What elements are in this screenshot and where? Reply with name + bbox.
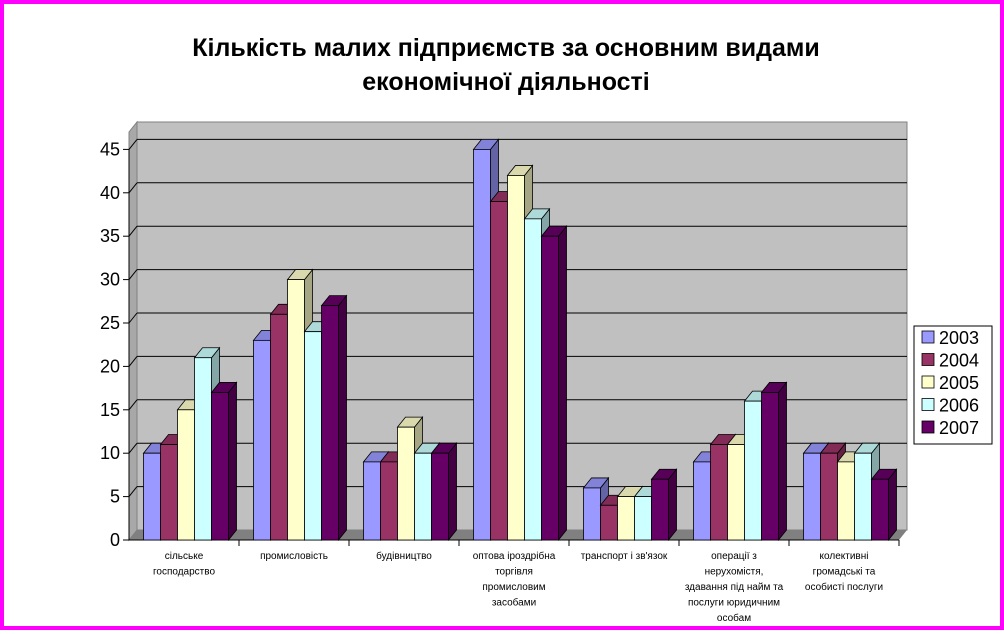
- bar-2004-4: [600, 504, 618, 541]
- bar-2003-0: [143, 452, 161, 541]
- bar-2004-3: [490, 201, 508, 541]
- bar-2004-1: [270, 313, 288, 541]
- bar-2005-2: [397, 426, 415, 541]
- y-tick-label: 25: [100, 313, 120, 333]
- bar-2005-4: [617, 496, 635, 541]
- bar-2007-5: [761, 392, 779, 541]
- bar-2005-0: [177, 409, 195, 541]
- bar-2005-6: [837, 461, 855, 541]
- bar-2006-2: [414, 452, 432, 541]
- x-category-label: оптова іроздрібна: [473, 550, 556, 562]
- bar-2003-6: [803, 452, 821, 541]
- x-category-label: колективні: [820, 551, 869, 562]
- chart-title-line-2: економічної діяльності: [362, 68, 650, 96]
- bar-side: [338, 294, 347, 542]
- y-tick-label: 0: [110, 530, 120, 550]
- bar-2007-3: [541, 235, 559, 541]
- bar-side: [778, 381, 787, 542]
- legend-label-2004: 2004: [939, 351, 979, 371]
- legend-label-2003: 2003: [939, 328, 979, 348]
- bar-2004-2: [380, 461, 398, 541]
- legend-label-2007: 2007: [939, 418, 979, 438]
- gridline-side: [128, 356, 138, 367]
- x-category-label: засобами: [492, 597, 536, 609]
- x-category-label: промисловим: [482, 582, 545, 593]
- bar-2005-3: [507, 175, 525, 541]
- x-category-label: сільське: [165, 551, 204, 562]
- x-category-label: послуги юридичним: [688, 598, 780, 609]
- bar-2007-0: [211, 392, 229, 541]
- bar-2004-6: [820, 452, 838, 541]
- bar-2007-1: [321, 305, 339, 541]
- bar-2006-1: [304, 331, 322, 541]
- bar-2006-4: [634, 496, 652, 541]
- gridline-side: [128, 399, 138, 411]
- bar-2004-5: [710, 444, 728, 541]
- bar-2003-4: [583, 487, 601, 541]
- gridline-side: [128, 182, 138, 194]
- bar-2007-2: [431, 452, 449, 541]
- bar-2003-3: [473, 148, 491, 541]
- legend-label-2006: 2006: [939, 396, 979, 416]
- bar-side: [668, 468, 677, 542]
- x-category-label: особисті послуги: [805, 581, 883, 593]
- y-axis-ticks: 0 5 10 15 20 25 30 35 40 45: [100, 139, 129, 550]
- bar-2005-1: [287, 279, 305, 541]
- bar-2005-5: [727, 444, 745, 541]
- gridline-side: [128, 269, 138, 280]
- bar-2003-5: [693, 461, 711, 541]
- gridline-side: [128, 225, 138, 237]
- legend-swatch-2004: [921, 353, 935, 366]
- y-tick-label: 45: [100, 139, 120, 159]
- chart-svg: Кількість малих підприємств за основним …: [100, 34, 993, 624]
- y-tick-label: 30: [100, 270, 120, 290]
- legend-swatch-2006: [921, 398, 935, 411]
- gridline-side: [128, 312, 138, 324]
- bar-side: [228, 381, 237, 542]
- bar-2007-4: [651, 478, 669, 541]
- y-tick-label: 5: [110, 487, 120, 507]
- bar-2003-1: [253, 339, 271, 541]
- bar-side: [888, 468, 897, 542]
- legend-swatch-2007: [921, 420, 935, 434]
- bar-2004-0: [160, 444, 178, 541]
- x-category-label: особам: [717, 612, 751, 624]
- x-category-label: торгівля: [495, 567, 533, 578]
- x-category-label: нерухомістя,: [705, 567, 764, 578]
- gridline-side: [128, 442, 138, 454]
- x-category-label: операції з: [711, 551, 757, 562]
- y-tick-label: 40: [100, 183, 120, 203]
- legend-swatch-2003: [921, 330, 935, 344]
- gridline-side: [128, 486, 138, 497]
- chart-title: Кількість малих підприємств за основним …: [192, 34, 819, 96]
- y-tick-label: 35: [100, 226, 120, 246]
- bar-side: [448, 442, 457, 542]
- x-category-label: громадські та: [813, 567, 876, 578]
- bar-2007-6: [871, 478, 889, 541]
- x-category-label: господарство: [153, 567, 215, 578]
- x-category-label: будівництво: [376, 550, 432, 562]
- x-category-label: здавання під найм та: [685, 582, 784, 593]
- bar-2006-0: [194, 357, 212, 541]
- x-category-label: промисловість: [260, 551, 328, 562]
- bar-2006-6: [854, 452, 872, 541]
- bar-2003-2: [363, 461, 381, 541]
- bar-2006-5: [744, 400, 762, 541]
- bars: [142, 138, 898, 542]
- chart-title-line-1: Кількість малих підприємств за основним …: [192, 34, 819, 62]
- bar-side: [558, 225, 567, 542]
- legend-label-2005: 2005: [939, 373, 979, 393]
- legend-swatch-2005: [921, 375, 935, 389]
- gridline-side: [128, 139, 138, 150]
- x-axis-category-labels: сільське господарство промисловість будівни…: [153, 550, 883, 624]
- y-tick-label: 20: [100, 356, 120, 376]
- x-category-label: транспорт і зв'язок: [581, 551, 668, 562]
- y-tick-label: 10: [100, 443, 120, 463]
- y-tick-label: 15: [100, 400, 120, 420]
- bar-2006-3: [524, 218, 542, 541]
